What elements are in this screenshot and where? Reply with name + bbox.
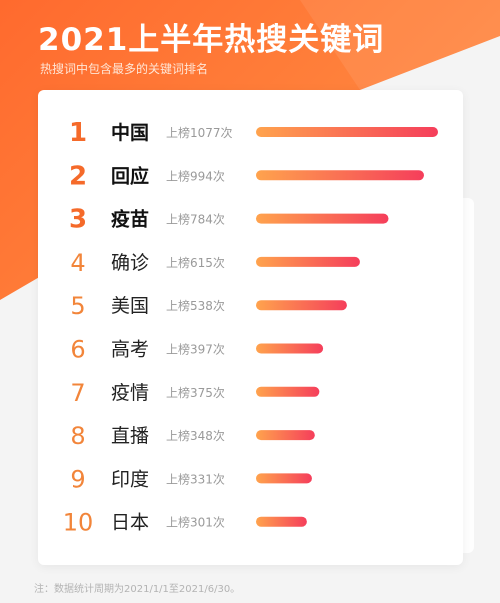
count-label: 上榜1077次	[166, 125, 233, 140]
rank-number: 7	[70, 379, 85, 407]
bar	[256, 430, 315, 441]
keyword-label: 高考	[111, 339, 149, 361]
count-label: 上榜375次	[166, 385, 225, 400]
bar	[256, 343, 324, 354]
ranking-card: 1 中国 上榜1077次 2 回应 上榜994次 3 疫苗 上榜784次 4 确诊 上榜615次 5 美国…	[38, 90, 463, 565]
rank-number: 5	[70, 292, 85, 320]
bar	[256, 386, 320, 397]
count-label: 上榜615次	[166, 255, 225, 270]
bar	[256, 213, 389, 224]
page-subtitle: 热搜词中包含最多的关键词排名	[40, 62, 209, 76]
count-label: 上榜397次	[166, 342, 225, 357]
keyword-label: 印度	[111, 468, 149, 490]
bar	[256, 127, 438, 137]
page-title: 2021上半年热搜关键词	[38, 22, 385, 58]
keyword-label: 疫情	[111, 382, 149, 404]
count-label: 上榜994次	[166, 168, 225, 183]
rank-number: 10	[63, 509, 94, 537]
rank-number: 2	[69, 161, 87, 191]
keyword-label: 疫苗	[111, 208, 149, 231]
rank-number: 1	[69, 118, 87, 148]
bar	[256, 473, 312, 484]
count-label: 上榜348次	[166, 428, 225, 443]
bar	[256, 170, 424, 181]
rank-number: 8	[70, 422, 85, 450]
rank-number: 4	[70, 249, 85, 277]
bar	[256, 516, 307, 527]
bar	[256, 256, 360, 267]
keyword-label: 确诊	[111, 252, 149, 274]
rank-number: 3	[69, 205, 87, 235]
ranking-chart: 1 中国 上榜1077次 2 回应 上榜994次 3 疫苗 上榜784次 4 确诊 上榜615次 5 美国…	[63, 118, 438, 537]
keyword-label: 直播	[111, 425, 149, 447]
rank-number: 9	[70, 465, 85, 493]
count-label: 上榜301次	[166, 515, 225, 530]
count-label: 上榜331次	[166, 471, 225, 486]
keyword-label: 中国	[111, 121, 149, 144]
keyword-label: 日本	[111, 512, 149, 534]
keyword-label: 美国	[111, 295, 149, 317]
count-label: 上榜784次	[166, 212, 225, 227]
footnote: 注：数据统计周期为2021/1/1至2021/6/30。	[34, 584, 241, 595]
keyword-label: 回应	[111, 164, 149, 187]
bar	[256, 300, 347, 311]
count-label: 上榜538次	[166, 298, 225, 313]
rank-number: 6	[70, 336, 85, 364]
